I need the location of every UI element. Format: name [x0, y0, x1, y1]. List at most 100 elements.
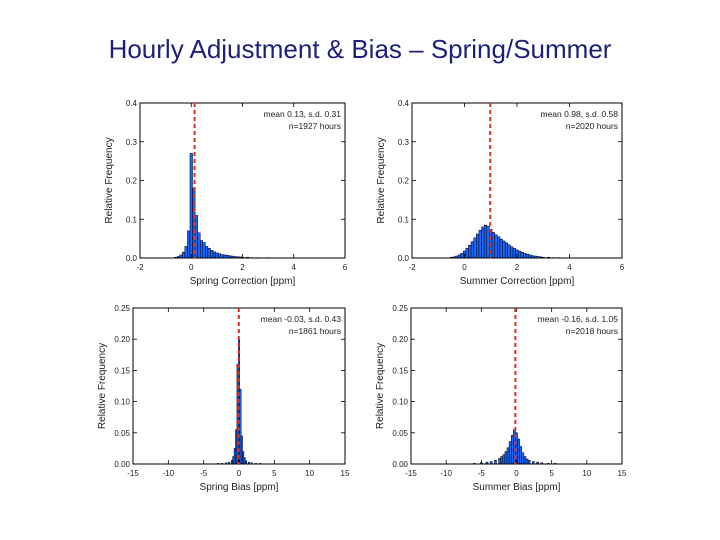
histogram-bar: [202, 242, 206, 259]
stats-annotation: n=1927 hours: [289, 121, 341, 131]
x-tick-label: -15: [127, 469, 139, 478]
histogram-bar: [205, 246, 209, 259]
histogram-bar: [494, 234, 498, 259]
y-axis-label: Relative Frequency: [375, 343, 386, 429]
y-tick-label: 0.10: [114, 398, 130, 407]
x-tick-label: -5: [478, 469, 486, 478]
x-axis-label: Summer Correction [ppm]: [460, 276, 575, 287]
y-tick-label: 0.10: [392, 398, 408, 407]
x-tick-label: 6: [620, 263, 625, 272]
y-tick-label: 0.4: [398, 99, 410, 108]
histogram-bar: [508, 441, 512, 465]
y-tick-label: 0.0: [398, 254, 410, 263]
histogram-bar: [520, 251, 524, 259]
x-tick-label: 4: [567, 263, 572, 272]
x-tick-label: 2: [240, 263, 245, 272]
histogram-bar: [523, 456, 527, 465]
histogram-bar: [473, 237, 477, 259]
histogram-bar: [468, 244, 472, 259]
stats-annotation: mean 0.13, s.d. 0.31: [264, 109, 342, 119]
x-tick-label: 10: [305, 469, 314, 478]
histogram-bar: [525, 253, 530, 259]
x-axis-label: Spring Bias [ppm]: [200, 482, 279, 493]
x-tick-label: 2: [515, 263, 520, 272]
stats-annotation: mean 0.98, s.d. 0.58: [541, 109, 619, 119]
x-tick-label: -2: [408, 263, 416, 272]
histogram-bar: [197, 232, 201, 259]
y-axis-label: Relative Frequency: [376, 137, 387, 223]
y-tick-label: 0.2: [126, 177, 138, 186]
histogram-bar: [512, 248, 516, 259]
histogram-bar: [521, 452, 525, 465]
histogram-bar: [504, 451, 508, 465]
histogram-bar: [478, 229, 482, 259]
chart-panel-4: 0.00 0.05 0.10 0.15 0.20 0.25 -15 -10 -5 0 5 10 15 Su…: [375, 304, 627, 493]
histogram-bar: [481, 226, 485, 259]
histogram-bar: [502, 454, 506, 465]
x-tick-label: -10: [163, 469, 175, 478]
y-tick-label: 0.00: [114, 460, 130, 469]
x-tick-label: 5: [272, 469, 277, 478]
histogram-bar: [518, 250, 522, 259]
histogram-bar: [215, 252, 219, 259]
histogram-bar: [199, 240, 204, 259]
stats-annotation: n=2018 hours: [566, 326, 618, 336]
histogram-bar: [207, 248, 211, 259]
histogram-bar: [210, 250, 214, 259]
y-tick-label: 0.25: [114, 304, 130, 313]
x-axis-label: Summer Bias [ppm]: [473, 482, 561, 493]
histogram-bar: [494, 460, 497, 465]
y-axis-label: Relative Frequency: [97, 343, 108, 429]
histogram-bar: [460, 253, 464, 259]
histogram-bar: [502, 240, 506, 259]
x-tick-label: 15: [618, 469, 627, 478]
histogram-bar: [220, 254, 224, 259]
histogram-bar: [500, 456, 504, 465]
y-tick-label: 0.4: [126, 99, 138, 108]
histogram-bar: [527, 460, 531, 465]
stats-annotation: mean -0.03, s.d. 0.43: [261, 314, 342, 324]
histogram-bar: [465, 248, 469, 259]
histogram-bar: [189, 153, 193, 259]
y-tick-label: 0.2: [398, 177, 410, 186]
histogram-bar: [507, 244, 511, 259]
histogram-bar: [510, 246, 514, 259]
stats-annotation: n=2020 hours: [566, 121, 618, 131]
page-title: Hourly Adjustment & Bias – Spring/Summer: [108, 34, 612, 64]
y-tick-label: 0.3: [126, 138, 138, 147]
x-tick-label: 10: [582, 469, 591, 478]
x-tick-label: 6: [343, 263, 348, 272]
y-tick-label: 0.05: [392, 429, 408, 438]
histogram-bar: [483, 224, 488, 259]
y-tick-label: 0.00: [392, 460, 408, 469]
histogram-bar: [470, 241, 474, 259]
y-tick-label: 0.15: [392, 366, 408, 375]
y-tick-label: 0.3: [398, 138, 410, 147]
histogram-bar: [499, 238, 503, 259]
histogram-bar: [486, 225, 490, 259]
x-tick-label: -15: [405, 469, 417, 478]
histogram-bar: [506, 447, 510, 465]
x-tick-label: 0: [189, 263, 194, 272]
y-tick-label: 0.15: [114, 366, 130, 375]
histogram-bar: [182, 251, 186, 259]
x-tick-label: 0: [237, 469, 242, 478]
histogram-bar: [504, 242, 509, 259]
x-tick-label: 0: [514, 469, 519, 478]
y-tick-label: 0.20: [392, 335, 408, 344]
x-axis-label: Spring Correction [ppm]: [190, 276, 296, 287]
histogram-bar: [184, 246, 188, 259]
y-tick-label: 0.1: [398, 215, 410, 224]
stats-annotation: n=1861 hours: [289, 326, 341, 336]
histogram-bar: [510, 435, 514, 465]
histogram-bar: [498, 458, 501, 465]
histogram-bar: [517, 438, 520, 465]
chart-panel-1: 0.0 0.1 0.2 0.3 0.4 -2 0 2 4 6 Spring Correction […: [104, 99, 348, 287]
histogram-bar: [476, 233, 480, 259]
x-tick-label: -5: [200, 469, 208, 478]
x-tick-label: -10: [440, 469, 452, 478]
y-tick-label: 0.05: [114, 429, 130, 438]
y-tick-label: 0.0: [126, 254, 138, 263]
histogram-bar: [491, 232, 495, 259]
